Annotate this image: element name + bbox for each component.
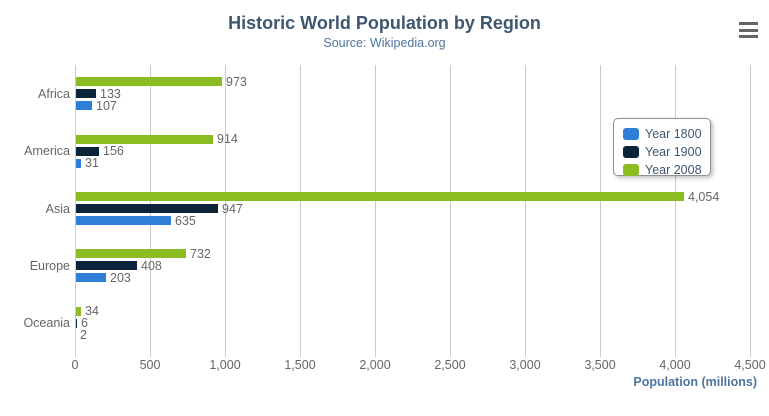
bar-value-label: 973 xyxy=(226,74,247,89)
axis-tick xyxy=(675,352,676,357)
bar-value-label: 4,054 xyxy=(688,189,720,204)
legend: Year 1800 Year 1900 Year 2008 xyxy=(613,118,711,177)
bar-year-1900[interactable] xyxy=(76,261,137,271)
gridline xyxy=(750,65,751,352)
category-label: Africa xyxy=(38,86,70,101)
chart-title: Historic World Population by Region xyxy=(228,13,541,33)
bar-year-1800[interactable] xyxy=(76,216,171,225)
gridline xyxy=(225,65,226,352)
gridline xyxy=(600,65,601,352)
x-axis-tick-label: 1,500 xyxy=(284,358,316,372)
category-label: Oceania xyxy=(23,316,70,331)
bar-value-label: 31 xyxy=(85,156,99,171)
bar-value-label: 947 xyxy=(222,201,243,216)
category-label: Europe xyxy=(29,258,70,273)
bar-year-1800[interactable] xyxy=(76,158,81,168)
bar-value-label: 732 xyxy=(190,246,211,261)
axis-tick xyxy=(375,352,376,357)
axis-tick xyxy=(600,352,601,357)
bar-year-1800[interactable] xyxy=(76,101,92,111)
hamburger-icon xyxy=(739,28,758,32)
gridline xyxy=(450,65,451,352)
axis-tick xyxy=(525,352,526,357)
axis-tick xyxy=(225,352,226,357)
hamburger-icon xyxy=(739,35,758,38)
hamburger-icon xyxy=(739,22,758,25)
gridline xyxy=(375,65,376,352)
bar-value-label: 408 xyxy=(141,258,162,273)
bar-year-1900[interactable] xyxy=(76,318,77,328)
bar-value-label: 34 xyxy=(85,304,99,319)
context-menu-button[interactable] xyxy=(739,22,758,38)
legend-item-year-1900[interactable]: Year 1900 xyxy=(623,144,710,159)
bar-year-2008[interactable] xyxy=(76,249,186,259)
bar-value-label: 635 xyxy=(175,213,196,228)
x-axis-tick-label: 2,500 xyxy=(434,358,466,372)
bar-year-1900[interactable] xyxy=(76,89,96,99)
legend-label: Year 1900 xyxy=(645,144,702,159)
category-label: Asia xyxy=(45,201,70,216)
x-axis-tick-label: 2,000 xyxy=(359,358,391,372)
bar-value-label: 203 xyxy=(110,270,131,285)
x-axis-title: Population (millions) xyxy=(633,375,757,389)
axis-tick xyxy=(450,352,451,357)
gridline xyxy=(300,65,301,352)
x-axis-tick-label: 3,500 xyxy=(584,358,616,372)
bar-value-label: 6 xyxy=(81,316,88,331)
chart-subtitle: Source: Wikipedia.org xyxy=(323,36,446,50)
category-label: America xyxy=(24,144,70,159)
bar-value-label: 914 xyxy=(217,132,238,147)
axis-tick xyxy=(300,352,301,357)
legend-item-year-2008[interactable]: Year 2008 xyxy=(623,162,710,177)
legend-swatch-icon xyxy=(623,127,639,140)
legend-swatch-icon xyxy=(623,163,639,176)
x-axis-tick-label: 3,000 xyxy=(509,358,541,372)
bar-year-1900[interactable] xyxy=(76,204,218,213)
bar-year-2008[interactable] xyxy=(76,306,81,316)
x-axis-tick-label: 4,500 xyxy=(734,358,766,372)
axis-tick xyxy=(150,352,151,357)
bar-year-1800[interactable] xyxy=(76,273,106,283)
bar-value-label: 156 xyxy=(103,144,124,159)
axis-tick xyxy=(750,352,751,357)
gridline xyxy=(675,65,676,352)
bar-value-label: 133 xyxy=(100,86,121,101)
x-axis-tick-label: 1,000 xyxy=(209,358,241,372)
legend-label: Year 1800 xyxy=(645,126,702,141)
bar-year-2008[interactable] xyxy=(76,77,222,87)
gridline xyxy=(525,65,526,352)
bar-year-2008[interactable] xyxy=(76,192,684,201)
legend-label: Year 2008 xyxy=(645,162,702,177)
bar-value-label: 2 xyxy=(80,328,87,343)
x-axis-tick-label: 0 xyxy=(71,358,79,372)
bar-year-2008[interactable] xyxy=(76,134,213,144)
x-axis-tick-label: 4,000 xyxy=(659,358,691,372)
x-axis-tick-label: 500 xyxy=(139,358,161,372)
legend-swatch-icon xyxy=(623,145,639,158)
category-axis-line xyxy=(75,65,76,357)
bar-year-1900[interactable] xyxy=(76,146,99,156)
bar-value-label: 107 xyxy=(96,98,117,113)
legend-item-year-1800[interactable]: Year 1800 xyxy=(623,126,710,141)
